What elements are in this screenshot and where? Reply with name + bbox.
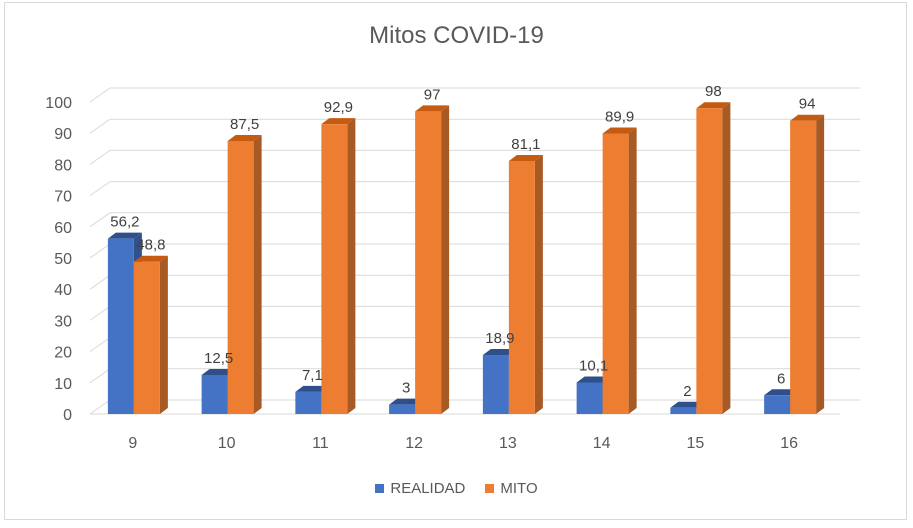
bar-top — [482, 349, 517, 356]
bar-realidad — [576, 382, 603, 414]
bar-realidad — [295, 391, 322, 414]
bar-top — [415, 105, 450, 112]
bar-side — [441, 105, 450, 415]
bar-realidad — [201, 375, 228, 414]
bar-top — [133, 255, 168, 262]
bar-top — [201, 369, 236, 375]
data-label: 7,1 — [302, 367, 323, 384]
gridline-depth — [89, 274, 111, 290]
bar-mito — [696, 108, 723, 415]
data-label: 92,9 — [324, 99, 353, 116]
bar-realidad — [670, 407, 697, 414]
bar-top — [389, 398, 424, 405]
legend-label-realidad: REALIDAD — [390, 480, 466, 497]
x-tick-label: 16 — [780, 435, 798, 452]
gridline-depth — [89, 181, 111, 197]
data-labels: 56,2 48,8 12,5 87,5 7,1 92,9 3 97 18,9 81,1 10,1 89… — [110, 83, 815, 400]
bar-top — [576, 376, 611, 383]
x-tick-label: 11 — [312, 435, 329, 452]
data-label: 89,9 — [605, 109, 634, 126]
gridline-depth — [89, 368, 111, 384]
y-tick-label: 10 — [54, 376, 72, 393]
y-tick-label: 0 — [63, 407, 72, 424]
bar-top — [670, 401, 705, 408]
data-label: 87,5 — [230, 116, 259, 133]
bar-top — [602, 127, 637, 134]
y-tick-label: 20 — [54, 345, 72, 362]
gridline-depth — [89, 87, 111, 103]
gridline-depth — [89, 305, 111, 321]
data-label: 6 — [777, 370, 785, 387]
legend-swatch-realidad — [375, 484, 385, 493]
data-label: 98 — [705, 83, 722, 100]
data-label: 2 — [683, 383, 691, 400]
bar-top — [321, 118, 356, 125]
x-tick-label: 9 — [128, 435, 137, 452]
y-tick-label: 50 — [54, 251, 72, 268]
bars — [107, 102, 825, 415]
data-label: 97 — [424, 86, 441, 103]
bar-top — [508, 154, 543, 161]
gridline-depth — [89, 212, 111, 228]
data-label: 18,9 — [485, 330, 514, 347]
bar-realidad — [764, 395, 791, 414]
bar-mito — [227, 141, 254, 414]
bar-realidad — [482, 355, 509, 414]
bar-side — [722, 102, 731, 415]
y-tick-label: 100 — [45, 95, 72, 112]
legend-item-realidad: REALIDAD — [375, 480, 465, 497]
legend-label-mito: MITO — [500, 480, 538, 497]
data-label: 12,5 — [204, 350, 233, 367]
x-tick-label: 12 — [405, 435, 423, 452]
bar-top — [696, 102, 731, 109]
bar-mito — [415, 111, 442, 415]
bar-mito — [321, 124, 348, 414]
bar-mito — [508, 160, 535, 414]
y-tick-label: 60 — [54, 220, 72, 237]
chart-title: Mitos COVID-19 — [369, 22, 544, 49]
y-tick-label: 30 — [54, 313, 72, 330]
gridline-depth — [89, 399, 111, 415]
legend-swatch-mito — [485, 484, 495, 493]
y-tick-label: 40 — [54, 282, 72, 299]
bar-side — [347, 118, 356, 414]
bar-side — [159, 255, 168, 414]
gridline-depth — [89, 118, 111, 134]
axes: 0 10 20 30 40 50 60 70 80 90 100 9 10 11 12 13 14 15 16 — [45, 95, 840, 452]
gridline-depth — [89, 149, 111, 165]
data-label: 56,2 — [110, 214, 139, 231]
legend-item-mito: MITO — [485, 480, 538, 497]
x-tick-label: 15 — [686, 435, 704, 452]
bar-realidad — [107, 238, 134, 414]
legend: REALIDAD MITO — [0, 480, 913, 497]
bar-side — [628, 127, 637, 415]
bar-mito — [133, 261, 160, 414]
bar-top — [764, 389, 799, 396]
bar-side — [253, 135, 262, 414]
bar-realidad — [389, 404, 416, 414]
bar-mito — [602, 133, 629, 414]
bar-side — [816, 114, 825, 414]
bar-top — [227, 135, 262, 141]
x-tick-label: 14 — [593, 435, 611, 452]
x-tick-label: 10 — [218, 435, 236, 452]
x-tick-label: 13 — [499, 435, 517, 452]
bar-mito — [790, 120, 817, 414]
gridline-depth — [89, 337, 111, 353]
data-label: 81,1 — [511, 136, 540, 153]
bar-top — [295, 385, 330, 392]
gridline-depth — [89, 243, 111, 259]
y-tick-label: 90 — [54, 126, 72, 143]
bar-top — [107, 232, 142, 239]
data-label: 3 — [402, 380, 410, 397]
bar-side — [534, 154, 543, 414]
y-tick-label: 80 — [54, 157, 72, 174]
bar-top — [790, 114, 825, 121]
data-label: 10,1 — [579, 357, 608, 374]
y-tick-label: 70 — [54, 189, 72, 206]
data-label: 94 — [799, 96, 816, 113]
data-label: 48,8 — [136, 237, 165, 254]
